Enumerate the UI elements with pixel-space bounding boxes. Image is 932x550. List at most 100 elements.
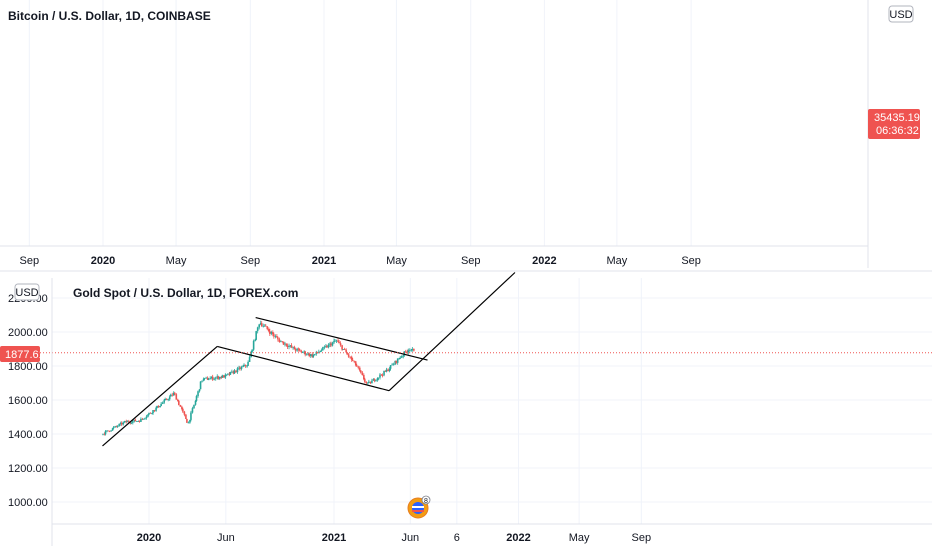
x-tick-label: Sep xyxy=(681,255,701,267)
x-tick-label: 2022 xyxy=(532,255,556,267)
gold-panel[interactable]: Gold Spot / U.S. Dollar, 1D, FOREX.com 1… xyxy=(0,272,932,547)
trendline[interactable] xyxy=(217,345,390,392)
candle-body xyxy=(303,351,305,353)
candle-body xyxy=(103,433,106,435)
candle-body xyxy=(406,351,409,353)
candle-body xyxy=(266,326,269,330)
candle-body xyxy=(334,340,336,342)
candle-body xyxy=(251,349,253,352)
candle-body xyxy=(104,431,107,435)
candle-body xyxy=(120,423,123,425)
candle-body xyxy=(351,359,354,361)
candle-body xyxy=(263,325,266,327)
candle-body xyxy=(142,418,145,420)
trendline[interactable] xyxy=(388,272,516,392)
candle-body xyxy=(172,392,175,396)
candle-body xyxy=(269,331,271,334)
trendline[interactable] xyxy=(255,316,428,361)
candle-body xyxy=(157,405,160,408)
candle-body xyxy=(383,370,385,376)
candle-body xyxy=(387,369,389,371)
candle-body xyxy=(193,404,195,409)
candle-body xyxy=(345,349,347,353)
candle-body xyxy=(319,351,322,353)
candle-body xyxy=(209,378,211,380)
trendline[interactable] xyxy=(102,345,218,447)
candle-body xyxy=(250,351,252,358)
bitcoin-currency-button[interactable]: USD xyxy=(888,5,914,23)
candle-body xyxy=(297,348,300,350)
gold-trendlines[interactable] xyxy=(102,272,516,447)
bitcoin-plot-area[interactable] xyxy=(0,0,868,246)
candle-body xyxy=(375,380,377,382)
candle-body xyxy=(115,426,118,427)
x-tick-label: May xyxy=(166,255,187,267)
candle-body xyxy=(381,375,384,376)
candle-body xyxy=(159,405,161,408)
candle-body xyxy=(244,364,247,366)
candle-body xyxy=(149,412,152,414)
candle-body xyxy=(273,334,275,337)
candle-body xyxy=(293,346,296,350)
candle-body xyxy=(296,348,298,351)
candle-body xyxy=(411,349,414,350)
candle-body xyxy=(227,373,229,375)
candle-body xyxy=(125,421,128,423)
x-tick-label: May xyxy=(386,255,407,267)
candle-body xyxy=(323,346,326,348)
candle-body xyxy=(278,339,281,343)
gold-price-axis[interactable]: 1000.00 1200.00 1400.00 1600.00 1800.00 2000.… xyxy=(8,278,53,546)
gold-last-price: 1877.61 xyxy=(5,349,45,361)
candle-body xyxy=(391,364,393,366)
y-tick-label: 1400.00 xyxy=(8,429,48,441)
svg-text:8: 8 xyxy=(424,498,428,505)
candle-body xyxy=(260,323,263,326)
candle-body xyxy=(284,343,286,345)
candle-body xyxy=(160,403,162,406)
candle-body xyxy=(380,374,383,376)
candle-body xyxy=(178,400,180,406)
bitcoin-currency-label: USD xyxy=(889,9,912,21)
candle-body xyxy=(138,421,141,422)
candle-body xyxy=(338,341,340,344)
x-tick-label: May xyxy=(569,532,590,544)
candle-body xyxy=(286,345,289,347)
candle-body xyxy=(207,379,210,381)
candle-body xyxy=(327,344,330,348)
candle-body xyxy=(156,405,158,408)
gold-currency-button[interactable]: USD xyxy=(14,283,40,301)
bitcoin-last-price: 35435.19 xyxy=(874,112,920,124)
candle-body xyxy=(254,339,256,341)
candle-body xyxy=(256,327,259,332)
candle-body xyxy=(373,379,376,382)
candle-body xyxy=(407,350,410,353)
gold-plot-area[interactable] xyxy=(52,278,932,524)
gold-candles xyxy=(102,320,415,436)
candle-body xyxy=(126,421,129,423)
y-tick-label: 1600.00 xyxy=(8,395,48,407)
candle-body xyxy=(233,370,236,374)
candle-body xyxy=(309,354,312,357)
gold-currency-label: USD xyxy=(15,287,38,299)
candle-body xyxy=(364,379,366,382)
candle-body xyxy=(147,414,149,417)
candle-body xyxy=(144,418,146,419)
candle-body xyxy=(308,353,311,357)
bitcoin-countdown: 06:36:32 xyxy=(876,125,919,137)
candle-body xyxy=(179,405,182,407)
candle-body xyxy=(322,347,324,351)
candle-body xyxy=(355,365,358,367)
gold-time-axis[interactable]: 2020 Jun 2021 Jun 6 2022 May Sep xyxy=(52,523,932,544)
candle-body xyxy=(262,325,265,327)
candle-body xyxy=(191,408,194,413)
candle-body xyxy=(326,346,328,348)
candle-body xyxy=(112,427,115,429)
x-tick-label: 2022 xyxy=(506,532,530,544)
candle-body xyxy=(335,340,338,342)
bitcoin-panel[interactable]: Bitcoin / U.S. Dollar, 1D, COINBASE 5000… xyxy=(0,0,920,268)
bitcoin-time-axis[interactable]: Sep 2020 May Sep 2021 May Sep 2022 May Sep xyxy=(0,245,868,267)
flag-event-icon[interactable]: 8 xyxy=(407,495,431,519)
candle-body xyxy=(247,361,249,366)
candle-body xyxy=(248,357,251,362)
